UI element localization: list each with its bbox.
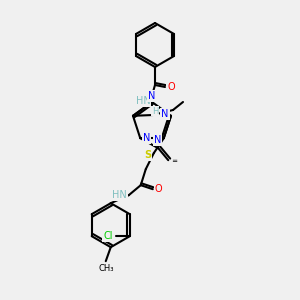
Text: CH₃: CH₃ — [98, 264, 113, 273]
Text: HN: HN — [136, 96, 150, 106]
Text: HN: HN — [112, 190, 127, 200]
Text: N: N — [142, 133, 150, 143]
Text: O: O — [155, 184, 163, 194]
Text: S: S — [144, 150, 151, 160]
Text: O: O — [167, 82, 175, 92]
Text: N: N — [148, 91, 156, 101]
Text: Cl: Cl — [103, 231, 112, 241]
Text: N: N — [161, 109, 169, 119]
Text: ═: ═ — [172, 157, 176, 163]
Text: N: N — [154, 135, 161, 145]
Text: H: H — [152, 106, 158, 116]
